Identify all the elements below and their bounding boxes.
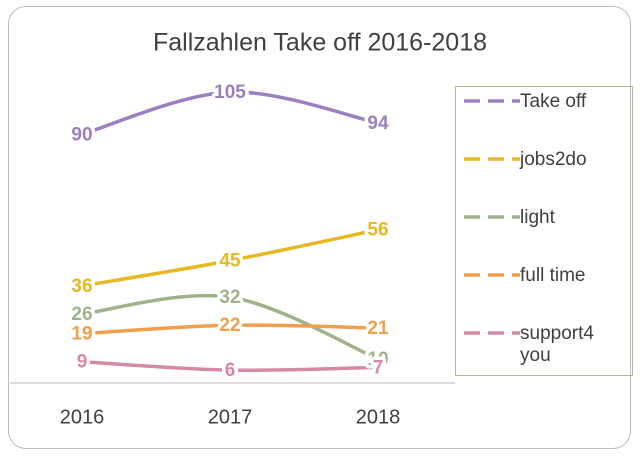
data-label: 94 — [367, 113, 389, 134]
data-label: 6 — [225, 360, 236, 381]
data-label: 9 — [77, 352, 88, 373]
legend-label: light — [520, 207, 555, 228]
legend-swatch — [464, 99, 520, 103]
data-label: 45 — [219, 251, 241, 272]
data-label: 90 — [71, 124, 92, 145]
data-label: 105 — [214, 82, 246, 103]
legend-label: full time — [520, 265, 586, 286]
chart-title: Fallzahlen Take off 2016-2018 — [153, 29, 487, 57]
legend: Take off jobs2do light full time support4 yo… — [455, 86, 633, 376]
data-label: 19 — [71, 324, 92, 345]
legend-entry: support4 you — [462, 321, 632, 379]
data-label: 22 — [219, 315, 240, 336]
data-label: 10 — [367, 349, 388, 370]
legend-label: Take off — [520, 91, 587, 112]
series-line — [81, 90, 379, 136]
series-line — [81, 228, 379, 288]
series-line — [81, 323, 379, 336]
data-label: 56 — [367, 220, 388, 241]
legend-swatch — [464, 273, 520, 277]
data-label: 21 — [367, 318, 389, 339]
series-line — [81, 293, 379, 361]
data-label: 32 — [219, 287, 240, 308]
x-tick-label: 2016 — [60, 406, 105, 428]
legend-entry: light — [462, 205, 632, 263]
chart-frame — [8, 6, 631, 449]
data-label: 36 — [71, 276, 92, 297]
legend-swatch — [464, 215, 520, 219]
legend-entry: jobs2do — [462, 147, 632, 205]
legend-label: jobs2do — [520, 149, 587, 170]
legend-label: support4 you — [520, 323, 594, 366]
data-label: 7 — [373, 357, 384, 378]
series-line — [81, 359, 379, 373]
x-tick-label: 2018 — [356, 406, 401, 428]
legend-entry: Take off — [462, 89, 632, 147]
x-tick-label: 2017 — [208, 406, 253, 428]
data-label: 26 — [71, 304, 92, 325]
legend-entry: full time — [462, 263, 632, 321]
legend-swatch — [464, 331, 520, 335]
legend-swatch — [464, 157, 520, 161]
